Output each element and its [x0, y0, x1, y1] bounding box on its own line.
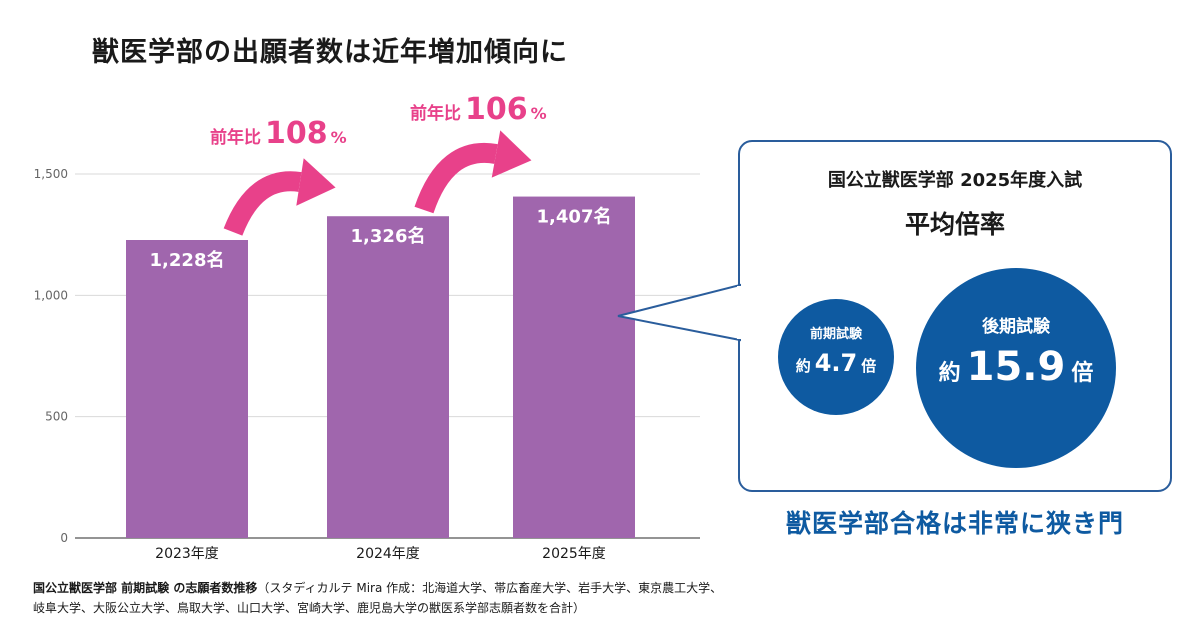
growth-value: 108 [265, 116, 328, 151]
growth-arrowhead [491, 130, 532, 178]
growth-label-text: 前年比 [210, 128, 261, 148]
growth-arrow [414, 142, 498, 214]
growth-unit: % [330, 128, 347, 147]
y-tick-label: 1,000 [34, 288, 68, 302]
growth-label-2025: 前年比 106% [410, 92, 547, 127]
caption-text: （スタディカルテ Mira 作成：北海道大学、帯広畜産大学、岩手大学、東京農工大… [33, 581, 723, 615]
growth-label-2024: 前年比 108% [210, 116, 347, 151]
ratio-suffix: 倍 [1071, 361, 1094, 386]
y-tick-label: 0 [60, 531, 68, 545]
second-exam-ratio-circle: 後期試験 約 15.9 倍 [916, 268, 1116, 468]
callout-title: 国公立獣医学部 2025年度入試 [827, 170, 1083, 191]
first-exam-ratio-circle: 前期試験 約 4.7 倍 [778, 299, 894, 415]
x-tick-label: 2025年度 [542, 546, 606, 562]
bar [327, 216, 449, 538]
callout-subtitle: 平均倍率 [904, 210, 1005, 239]
ratio-value: 4.7 [814, 349, 858, 377]
ratio-prefix: 約 [795, 357, 811, 375]
exam-name: 後期試験 [982, 317, 1050, 337]
bar-value-label: 1,407名 [537, 206, 612, 228]
growth-arrow [223, 171, 302, 236]
growth-value: 106 [465, 92, 528, 127]
y-tick-label: 500 [45, 410, 68, 424]
ratio-value: 15.9 [966, 344, 1066, 390]
page-title: 獣医学部の出願者数は近年増加傾向に [92, 37, 568, 68]
bar [126, 240, 248, 538]
x-tick-label: 2024年度 [356, 546, 420, 562]
exam-name: 前期試験 [809, 327, 862, 342]
bar-value-label: 1,326名 [351, 225, 426, 247]
x-tick-label: 2023年度 [155, 546, 219, 562]
ratio-text: 約 4.7 倍 [778, 349, 894, 377]
bar-value-label: 1,228名 [150, 249, 225, 271]
ratio-prefix: 約 [938, 361, 961, 386]
y-tick-label: 1,500 [34, 167, 68, 181]
growth-label-text: 前年比 [410, 104, 461, 124]
growth-unit: % [530, 104, 547, 123]
source-caption: 国公立獣医学部 前期試験 の志願者数推移（スタディカルテ Mira 作成：北海道… [33, 578, 733, 618]
ratio-text: 約 15.9 倍 [916, 344, 1116, 390]
growth-arrowhead [296, 158, 336, 206]
bar [513, 196, 635, 538]
caption-bold: 国公立獣医学部 前期試験 の志願者数推移 [33, 581, 258, 595]
tagline: 獣医学部合格は非常に狭き門 [785, 509, 1124, 538]
ratio-suffix: 倍 [861, 357, 877, 375]
